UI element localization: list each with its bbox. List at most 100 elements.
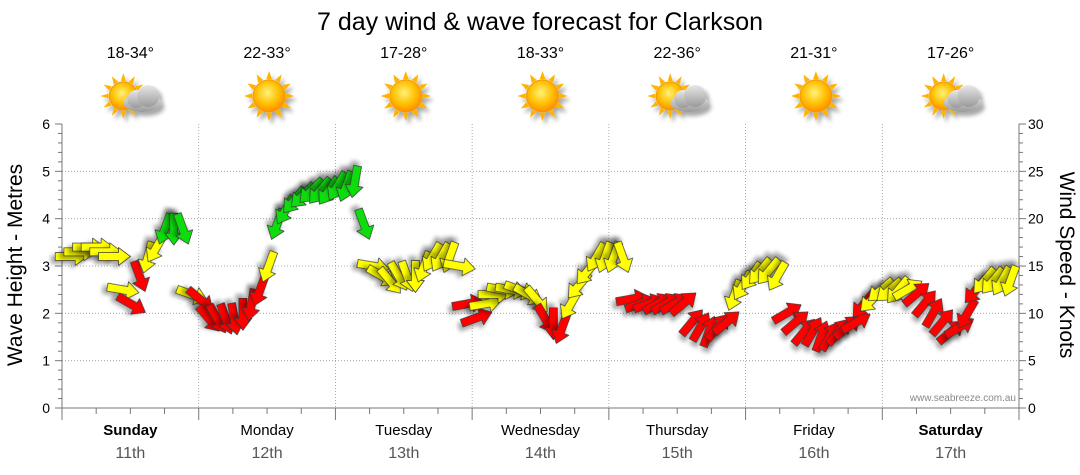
sun-disc (526, 79, 559, 113)
sun-ray (393, 109, 400, 118)
sun-ray (955, 84, 964, 91)
temp-range: 17-26° (927, 45, 974, 62)
day-name-monday: Monday (240, 422, 294, 439)
day-date-thursday: 15th (662, 445, 693, 462)
sun-ray (932, 107, 939, 116)
sun-ray (411, 74, 419, 83)
sun-ray (821, 74, 829, 83)
wind-arrow (767, 260, 790, 291)
sun-ray (675, 76, 682, 85)
sun-ray (813, 71, 819, 80)
sun-ray (941, 110, 947, 119)
wind-arrows (54, 164, 1020, 353)
partly-cloudy-icon (647, 73, 709, 119)
sun-disc (389, 79, 423, 113)
wind-arrow (344, 164, 364, 198)
sun-ray (128, 76, 135, 85)
day-date-sunday: 11th (115, 445, 145, 462)
sun-ray (829, 83, 838, 91)
day-name-sunday: Sunday (103, 422, 158, 439)
sun-ray (256, 109, 264, 118)
sun-icon (517, 71, 568, 121)
sun-disc (799, 79, 833, 113)
sun-ray (517, 93, 526, 99)
temp-range: 18-34° (107, 45, 154, 62)
day-date-wednesday: 14th (525, 445, 556, 462)
sun-ray (411, 109, 419, 118)
y-tick-label-right: 10 (1028, 305, 1044, 321)
day-name-saturday: Saturday (919, 422, 984, 439)
day-name-thursday: Thursday (646, 422, 709, 439)
chart-title: 7 day wind & wave forecast for Clarkson (317, 8, 763, 36)
wind-arrow (442, 257, 476, 277)
sun-ray (923, 84, 933, 91)
sun-ray (256, 74, 264, 83)
sun-icon (380, 71, 431, 121)
sun-ray (647, 93, 656, 99)
temp-range: 17-28° (380, 45, 427, 62)
sun-ray (266, 112, 272, 121)
wind-arrow (668, 292, 697, 317)
sun-ray (520, 101, 530, 109)
y-axis-right-label: Wind Speed - Knots (1055, 172, 1078, 359)
y-tick-label-right: 15 (1028, 258, 1044, 274)
sun-ray (948, 76, 956, 85)
sun-ray (384, 101, 393, 109)
sun-ray (134, 84, 144, 91)
y-tick-label-left: 2 (42, 305, 50, 321)
sun-ray (794, 101, 803, 109)
sun-ray (530, 74, 537, 83)
sun-ray (530, 109, 537, 118)
temp-range: 22-36° (654, 45, 701, 62)
sun-ray (120, 73, 126, 82)
sun-ray (667, 73, 673, 82)
sun-ray (120, 110, 126, 119)
sun-ray (103, 84, 112, 91)
y-tick-label-left: 1 (42, 353, 50, 369)
sun-icon (244, 71, 295, 121)
watermark: www.seabreeze.com.au (909, 393, 1016, 404)
cloud-shape (943, 85, 982, 112)
sun-ray (539, 112, 546, 121)
sun-ray (418, 83, 428, 91)
sun-ray (282, 83, 291, 91)
axes: 0 1 2 3 4 5 6 0 5 10 15 20 25 30 (42, 116, 1044, 420)
sun-ray (422, 93, 431, 99)
sun-ray (266, 71, 272, 80)
cloud-shape (123, 85, 162, 112)
sun-ray (111, 76, 119, 85)
sun-ray (813, 112, 819, 121)
sun-ray (100, 93, 109, 99)
sun-ray (393, 74, 400, 83)
sun-ray (667, 110, 673, 119)
sun-ray (247, 83, 256, 91)
sun-ray (402, 71, 409, 80)
sun-ray (274, 109, 282, 118)
sun-ray (821, 109, 829, 118)
sun-ray (829, 101, 838, 109)
wind-arrow (406, 260, 425, 293)
sun-ray (380, 93, 390, 99)
wind-arrow (173, 212, 194, 245)
day-date-friday: 16th (798, 445, 829, 462)
sun-ray (650, 84, 659, 91)
day-date-tuesday: 13th (388, 445, 419, 462)
wind-arrow (258, 250, 278, 283)
sun-ray (548, 74, 555, 83)
sun-ray (794, 83, 803, 91)
wind-arrow (1000, 264, 1020, 297)
sun-ray (111, 107, 119, 116)
sun-ray (402, 112, 409, 121)
wind-arrow (613, 240, 634, 273)
y-tick-label-left: 0 (42, 400, 50, 416)
sun-ray (244, 93, 253, 99)
day-name-friday: Friday (793, 422, 835, 439)
sun-ray (247, 101, 256, 109)
sun-ray (539, 71, 546, 80)
sun-ray (681, 84, 691, 91)
wind-arrow (115, 292, 146, 315)
temp-range: 21-31° (790, 45, 837, 62)
y-tick-label-left: 6 (42, 116, 50, 132)
day-date-monday: 12th (252, 445, 283, 462)
